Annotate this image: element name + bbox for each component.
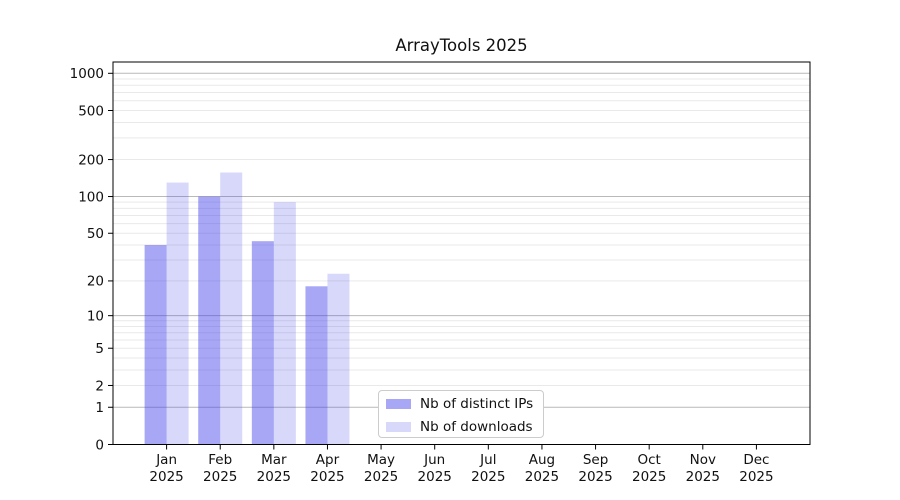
x-tick-label-month: Dec [743,452,769,468]
bar-distinct-ips-feb [198,196,221,445]
x-tick-label-month: Jan [155,452,177,468]
x-tick-label-year: 2025 [310,469,344,485]
legend-swatch-downloads-icon [386,421,411,433]
x-tick-label-year: 2025 [739,469,773,485]
bar-downloads-mar [273,202,296,445]
x-tick-label-year: 2025 [149,469,183,485]
bar-distinct-ips-mar [251,241,274,445]
plot-border [112,61,811,445]
y-tick-label: 1000 [70,66,104,82]
legend-label-distinct-ips: Nb of distinct IPs [420,396,534,412]
bar-distinct-ips-apr [305,286,328,445]
x-tick-label-month: Feb [208,452,232,468]
bar-downloads-apr [327,273,350,445]
bar-downloads-jan [166,182,189,445]
y-tick-label: 1 [95,400,104,416]
x-tick-label-month: Apr [316,452,340,468]
x-tick-label-year: 2025 [471,469,505,485]
y-tick-label: 2 [95,378,104,394]
x-tick-label-month: Jun [423,452,445,468]
x-tick-label-year: 2025 [203,469,237,485]
legend-label-downloads: Nb of downloads [420,419,533,435]
legend: Nb of distinct IPs Nb of downloads [378,390,544,438]
x-tick-label-year: 2025 [578,469,612,485]
bar-downloads-feb [220,172,243,445]
x-tick-label-year: 2025 [632,469,666,485]
x-tick-label-year: 2025 [686,469,720,485]
bar-distinct-ips-jan [144,244,167,445]
x-tick-label-year: 2025 [525,469,559,485]
chart-title: ArrayTools 2025 [395,36,528,55]
x-tick-label-month: Nov [690,452,716,468]
x-tick-label-month: Oct [638,452,661,468]
x-tick-label-month: Jul [479,452,496,468]
x-tick-label-month: Mar [261,452,287,468]
x-tick-label-month: May [367,452,395,468]
legend-swatch-distinct-ips-icon [386,398,411,410]
x-tick-label-month: Aug [529,452,555,468]
x-tick-label-year: 2025 [364,469,398,485]
x-tick-label-year: 2025 [418,469,452,485]
y-tick-label: 100 [78,189,104,205]
y-tick-label: 5 [95,341,104,357]
legend-item-downloads: Nb of downloads [379,417,543,437]
y-tick-label: 200 [78,152,104,168]
legend-item-distinct-ips: Nb of distinct IPs [379,394,543,414]
y-tick-label: 20 [87,274,104,290]
x-tick-label-year: 2025 [257,469,291,485]
y-tick-label: 0 [95,437,104,453]
y-tick-label: 500 [78,103,104,119]
y-tick-label: 10 [87,308,104,324]
x-tick-label-month: Sep [583,452,608,468]
y-tick-label: 50 [87,226,104,242]
